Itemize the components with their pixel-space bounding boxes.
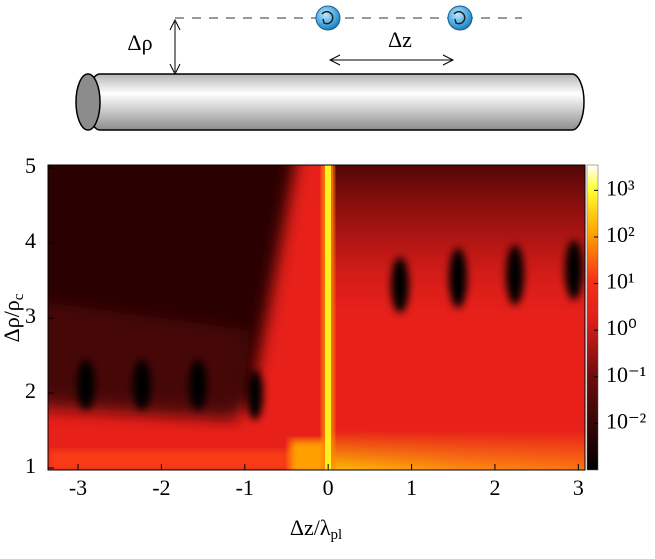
nanowire-end xyxy=(75,73,101,131)
x-tick-label: 2 xyxy=(489,475,500,500)
colorbar-tick-label: 10⁰ xyxy=(606,315,637,340)
y-tick-label: 5 xyxy=(25,153,36,178)
y-tick-label: 3 xyxy=(25,303,36,328)
colorbar-tick-label: 10⁻² xyxy=(606,408,647,433)
x-axis-label-sub: pl xyxy=(331,527,343,543)
y-axis-label-text: Δρ/ρ xyxy=(0,300,24,342)
x-tick-label: 1 xyxy=(406,475,417,500)
particle xyxy=(447,5,473,31)
x-tick-label: -2 xyxy=(152,475,170,500)
y-tick-label: 1 xyxy=(25,453,36,478)
axial-label: Δz xyxy=(388,27,412,52)
colorbar-tick-label: 10⁻¹ xyxy=(606,362,646,387)
colorbar-tick-label: 10¹ xyxy=(606,269,635,294)
x-tick-label: -3 xyxy=(69,475,87,500)
x-tick-label: 0 xyxy=(323,475,334,500)
spin-icon xyxy=(321,10,334,25)
radial-label: Δρ xyxy=(127,30,152,55)
y-axis-label: Δρ/ρc xyxy=(0,293,27,342)
y-tick-label: 2 xyxy=(25,378,36,403)
x-tick-label: -1 xyxy=(236,475,254,500)
colorbar-tick-label: 10² xyxy=(606,222,635,247)
nanowire xyxy=(87,73,585,131)
colorbar-tick-label: 10³ xyxy=(606,175,635,200)
y-axis-label-sub: c xyxy=(11,293,27,300)
y-tick-label: 4 xyxy=(25,228,36,253)
spin-icon xyxy=(453,10,466,25)
heatmap xyxy=(48,165,585,470)
arrow-heads xyxy=(328,54,455,66)
x-axis-label-text: Δz/λ xyxy=(290,515,331,540)
particle xyxy=(315,5,341,31)
x-tick-label: 3 xyxy=(573,475,584,500)
colorbar xyxy=(586,164,599,471)
x-axis-label: Δz/λpl xyxy=(290,515,342,543)
